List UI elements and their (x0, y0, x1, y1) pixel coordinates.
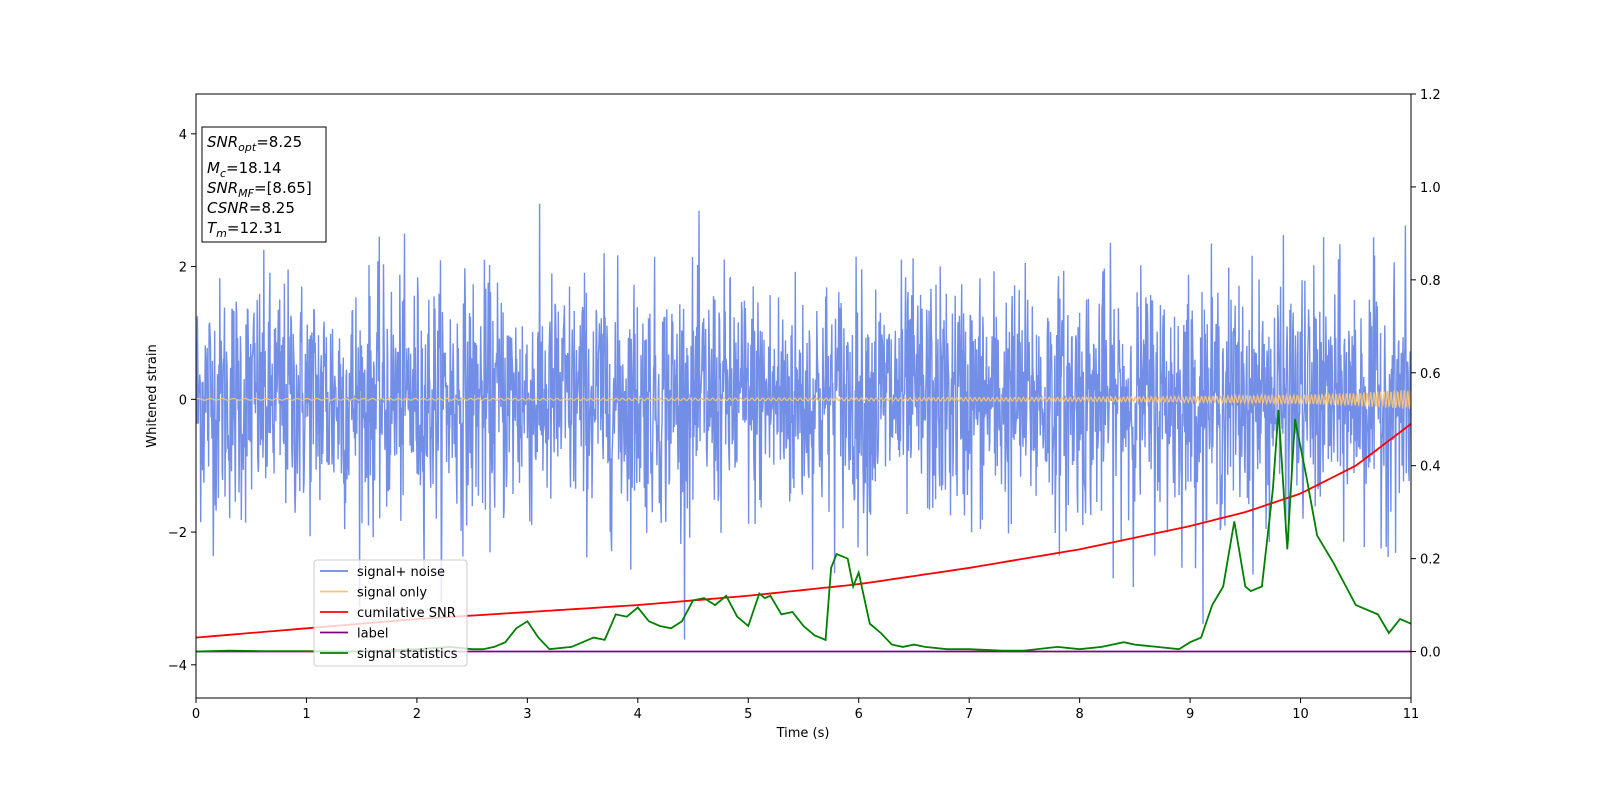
y2-tick-label: 1.0 (1420, 181, 1441, 196)
y-tick-label: −4 (168, 659, 187, 674)
y-tick-label: 4 (179, 128, 187, 143)
legend-label: signal statistics (357, 647, 458, 662)
series-line-signal-only (196, 389, 1411, 409)
x-tick-label: 4 (634, 707, 642, 722)
annotation-line: Tm=12.31 (207, 219, 282, 240)
annotation-frame (201, 126, 327, 243)
annotation-line: SNRMF=[8.65] (207, 179, 312, 200)
y2-tick-label: 0.2 (1420, 553, 1441, 568)
y2-tick-label: 0.8 (1420, 274, 1441, 289)
series-line-signal-noise (196, 203, 1411, 640)
x-tick-label: 2 (413, 707, 421, 722)
legend-label: signal only (357, 586, 427, 601)
x-tick-label: 3 (523, 707, 531, 722)
stats-annotation-box: SNRopt=8.25 Mc=18.14SNRMF=[8.65]CSNR=8.25… (201, 126, 327, 243)
axes-frame (195, 93, 1412, 699)
y-tick-label: 2 (179, 261, 187, 276)
y-tick-label: 0 (179, 393, 187, 408)
x-tick-label: 1 (302, 707, 310, 722)
x-tick-label: 5 (744, 707, 752, 722)
legend: signal+ noise signal only cumilative SNR la… (313, 559, 468, 667)
x-tick-label: 11 (1403, 707, 1420, 722)
y2-tick-label: 1.2 (1420, 88, 1441, 103)
axes: 0 1 2 3 4 5 6 7 8 9 10 11 4 2 0 −2 −4 1.2 1.0 0.8 0.6 0.4 0.2 0… (168, 88, 1441, 722)
x-tick-label: 10 (1292, 707, 1309, 722)
legend-label: signal+ noise (357, 565, 445, 580)
annotation-line: CSNR=8.25 (207, 199, 295, 217)
x-tick-label: 9 (1186, 707, 1194, 722)
legend-label: label (357, 627, 388, 642)
x-tick-label: 0 (192, 707, 200, 722)
x-tick-label: 8 (1075, 707, 1083, 722)
legend-label: cumilative SNR (357, 606, 456, 621)
annotation-line: SNRopt=8.25 (207, 133, 302, 154)
annotation-line: Mc=18.14 (207, 159, 282, 180)
y2-tick-label: 0.4 (1420, 460, 1441, 475)
x-tick-label: 6 (855, 707, 863, 722)
legend-frame (313, 559, 468, 667)
y-axis-label: Whitened strain (145, 344, 160, 447)
y2-tick-label: 0.6 (1420, 367, 1441, 382)
series-line-signal-statistics (196, 409, 1411, 653)
y-tick-label: −2 (168, 526, 187, 541)
x-axis-label: Time (s) (776, 726, 830, 741)
y2-tick-label: 0.0 (1420, 646, 1441, 661)
x-tick-label: 7 (965, 707, 973, 722)
